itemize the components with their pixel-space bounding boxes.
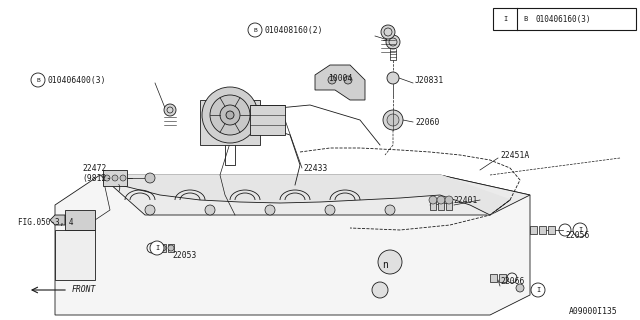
Polygon shape	[55, 175, 530, 315]
Circle shape	[160, 245, 166, 251]
Text: A09000I135: A09000I135	[569, 308, 618, 316]
Bar	[493, 8, 636, 30]
Text: n: n	[382, 260, 388, 270]
Bar	[539, 226, 546, 234]
Circle shape	[437, 196, 445, 204]
Bar	[446, 200, 452, 210]
Circle shape	[120, 175, 126, 181]
Text: J20831: J20831	[415, 76, 444, 84]
Text: 010406400(3): 010406400(3)	[47, 76, 106, 84]
Text: 22433: 22433	[303, 164, 328, 172]
Bar	[548, 226, 555, 234]
Circle shape	[205, 205, 215, 215]
Circle shape	[168, 245, 174, 251]
Text: B: B	[253, 28, 257, 33]
Bar	[168, 244, 174, 252]
Circle shape	[104, 175, 110, 181]
Circle shape	[325, 205, 335, 215]
Text: 010406160(3): 010406160(3)	[535, 14, 591, 23]
Circle shape	[386, 35, 400, 49]
Text: 22066: 22066	[500, 277, 524, 286]
Text: 22451A: 22451A	[500, 150, 529, 159]
Polygon shape	[200, 100, 260, 145]
Text: 22472: 22472	[82, 164, 106, 172]
Circle shape	[531, 283, 545, 297]
Circle shape	[202, 87, 258, 143]
Circle shape	[385, 205, 395, 215]
Circle shape	[387, 72, 399, 84]
Text: 010408160(2): 010408160(2)	[264, 26, 323, 35]
Bar	[103, 170, 127, 186]
Text: B: B	[36, 77, 40, 83]
Circle shape	[112, 175, 118, 181]
Circle shape	[519, 12, 533, 26]
Circle shape	[372, 282, 388, 298]
Text: ): )	[117, 183, 122, 193]
Text: 22401: 22401	[453, 196, 477, 204]
Text: I: I	[155, 245, 159, 251]
Polygon shape	[100, 175, 510, 215]
Text: 22056: 22056	[565, 230, 589, 239]
Text: (9812-: (9812-	[82, 173, 111, 182]
Bar	[499, 274, 506, 282]
Circle shape	[387, 114, 399, 126]
Text: 10004: 10004	[328, 74, 353, 83]
Circle shape	[31, 73, 45, 87]
Circle shape	[150, 241, 164, 255]
Circle shape	[226, 111, 234, 119]
Bar	[490, 274, 497, 282]
Circle shape	[265, 205, 275, 215]
Text: I: I	[578, 227, 582, 233]
Bar	[430, 200, 436, 210]
Circle shape	[378, 250, 402, 274]
Text: B: B	[524, 16, 528, 22]
Bar	[65, 210, 95, 230]
Bar	[55, 230, 95, 280]
Text: I: I	[536, 287, 540, 293]
Circle shape	[383, 110, 403, 130]
Circle shape	[445, 196, 453, 204]
Text: 22060: 22060	[415, 117, 440, 126]
Bar	[530, 226, 537, 234]
Text: 22053: 22053	[172, 251, 196, 260]
Circle shape	[210, 95, 250, 135]
Circle shape	[145, 173, 155, 183]
Circle shape	[145, 205, 155, 215]
Bar	[438, 200, 444, 210]
Circle shape	[381, 25, 395, 39]
Circle shape	[429, 196, 437, 204]
Circle shape	[516, 284, 524, 292]
Text: FRONT: FRONT	[72, 285, 97, 294]
Circle shape	[248, 23, 262, 37]
Circle shape	[573, 223, 587, 237]
Polygon shape	[50, 215, 65, 225]
Circle shape	[328, 76, 336, 84]
Polygon shape	[100, 175, 530, 215]
Circle shape	[344, 76, 352, 84]
Polygon shape	[315, 65, 365, 100]
Text: I: I	[503, 16, 507, 22]
Bar	[160, 244, 166, 252]
Text: FIG.050-3, 4: FIG.050-3, 4	[18, 218, 74, 227]
Circle shape	[164, 104, 176, 116]
Polygon shape	[250, 105, 285, 135]
Circle shape	[498, 12, 512, 26]
Circle shape	[220, 105, 240, 125]
